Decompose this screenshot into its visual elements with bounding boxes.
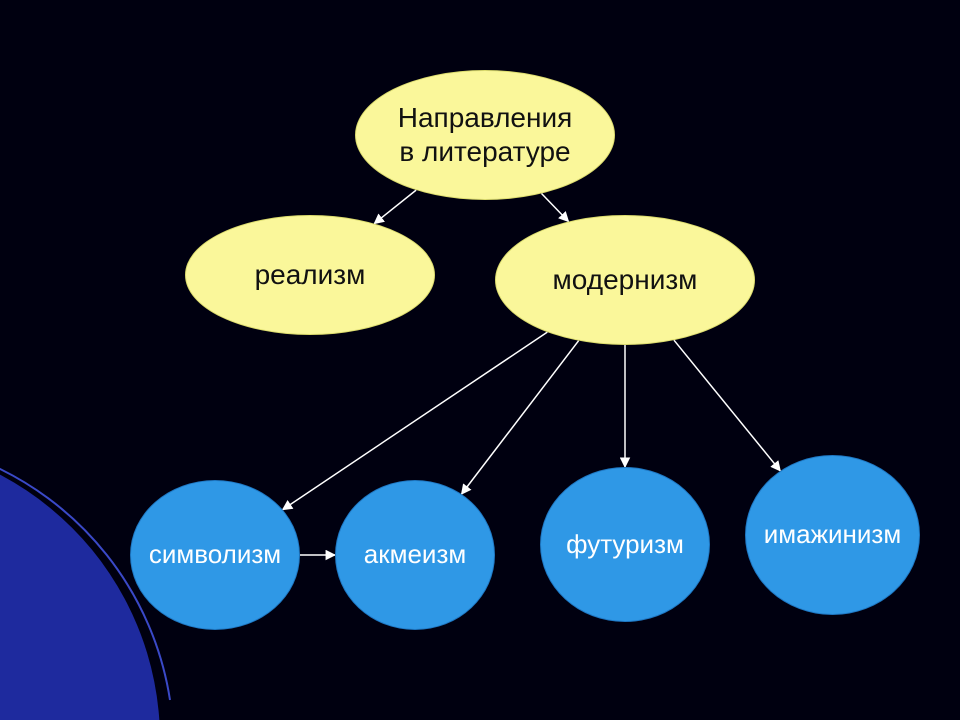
node-acmeism-label: акмеизм xyxy=(364,539,467,570)
node-acmeism: акмеизм xyxy=(335,480,495,630)
node-realism: реализм xyxy=(185,215,435,335)
diagram-stage: Направления в литературе реализм модерни… xyxy=(0,0,960,720)
node-futurism: футуризм xyxy=(540,467,710,622)
node-modernism-label: модернизм xyxy=(553,263,698,297)
edge-root-modernism xyxy=(542,194,569,222)
node-imaginism: имажинизм xyxy=(745,455,920,615)
node-modernism: модернизм xyxy=(495,215,755,345)
node-root-label: Направления в литературе xyxy=(398,101,573,168)
node-imaginism-label: имажинизм xyxy=(764,519,901,550)
node-futurism-label: футуризм xyxy=(566,529,684,560)
node-symbolism-label: символизм xyxy=(149,539,281,570)
edge-modernism-imaginism xyxy=(674,340,780,471)
edge-modernism-acmeism xyxy=(462,341,579,494)
node-realism-label: реализм xyxy=(255,258,366,292)
node-symbolism: символизм xyxy=(130,480,300,630)
node-root: Направления в литературе xyxy=(355,70,615,200)
edge-root-realism xyxy=(374,190,416,223)
